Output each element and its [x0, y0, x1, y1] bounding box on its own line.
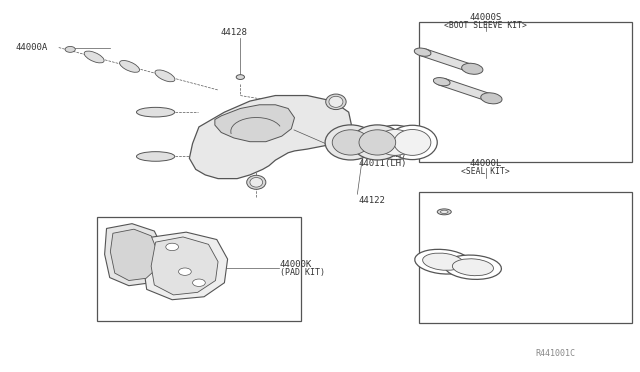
Bar	[419, 22, 632, 162]
Text: <BOOT SLEEVE KIT>: <BOOT SLEEVE KIT>	[444, 21, 527, 30]
Ellipse shape	[440, 210, 448, 214]
Polygon shape	[419, 49, 476, 72]
Circle shape	[193, 279, 205, 286]
Ellipse shape	[414, 48, 431, 56]
Polygon shape	[151, 237, 218, 295]
Ellipse shape	[329, 96, 343, 108]
Text: (PAD KIT): (PAD KIT)	[280, 268, 325, 277]
Bar	[419, 192, 632, 323]
Polygon shape	[189, 96, 352, 179]
Circle shape	[65, 46, 76, 52]
Ellipse shape	[136, 108, 175, 117]
Ellipse shape	[481, 93, 502, 104]
Ellipse shape	[461, 63, 483, 74]
Text: 44011(LH): 44011(LH)	[358, 158, 406, 168]
Text: <SEAL KIT>: <SEAL KIT>	[461, 167, 510, 176]
Ellipse shape	[371, 125, 420, 160]
Ellipse shape	[352, 125, 403, 160]
Bar	[97, 217, 301, 321]
Text: 44001(RH): 44001(RH)	[358, 150, 406, 159]
Ellipse shape	[394, 129, 431, 155]
Ellipse shape	[332, 130, 369, 155]
Ellipse shape	[136, 152, 175, 161]
Ellipse shape	[388, 125, 437, 160]
Ellipse shape	[422, 253, 463, 270]
Polygon shape	[438, 78, 495, 102]
Ellipse shape	[325, 125, 376, 160]
Text: 44122: 44122	[358, 196, 385, 205]
Ellipse shape	[377, 129, 413, 155]
Ellipse shape	[250, 177, 262, 187]
Circle shape	[179, 268, 191, 275]
Ellipse shape	[433, 78, 450, 86]
Text: 44000L: 44000L	[470, 159, 502, 169]
Ellipse shape	[246, 175, 266, 189]
Polygon shape	[104, 224, 164, 286]
Polygon shape	[143, 232, 228, 300]
Ellipse shape	[452, 259, 493, 276]
Polygon shape	[110, 229, 158, 280]
Text: R441001C: R441001C	[536, 350, 576, 359]
Ellipse shape	[120, 61, 140, 72]
Ellipse shape	[359, 130, 396, 155]
Text: 44000S: 44000S	[470, 13, 502, 22]
Ellipse shape	[84, 51, 104, 63]
Ellipse shape	[444, 255, 501, 279]
Ellipse shape	[415, 249, 471, 274]
Circle shape	[166, 243, 179, 251]
Text: 44000A: 44000A	[15, 43, 47, 52]
Text: 44000K: 44000K	[280, 260, 312, 269]
Ellipse shape	[236, 75, 244, 80]
Polygon shape	[215, 105, 294, 142]
Ellipse shape	[437, 209, 451, 215]
Ellipse shape	[155, 70, 175, 82]
Ellipse shape	[326, 94, 346, 110]
Text: 44128: 44128	[221, 28, 248, 37]
